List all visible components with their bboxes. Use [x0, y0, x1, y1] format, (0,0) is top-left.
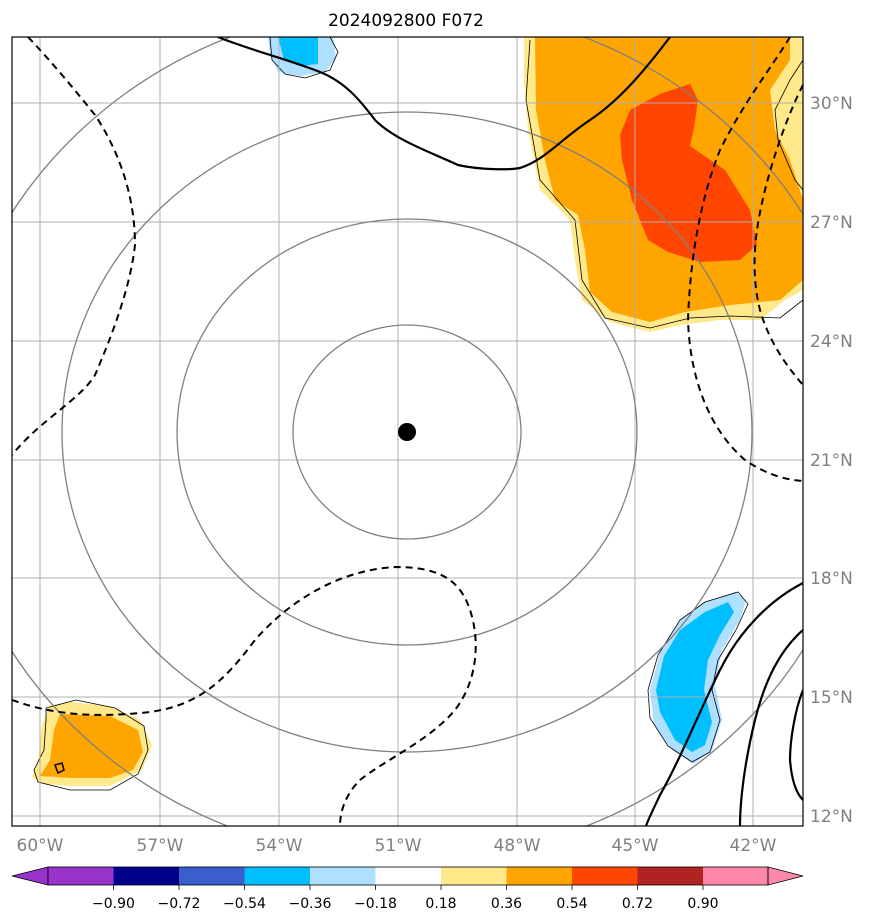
- lon-tick: 45°W: [612, 836, 659, 856]
- colorbar-segment: [113, 867, 179, 885]
- solid-contour-se3: [788, 689, 803, 801]
- dashed-contours: [12, 37, 803, 826]
- colorbar-segment: [637, 867, 703, 885]
- colorbar-segment: [506, 867, 572, 885]
- plot-area: [12, 37, 803, 826]
- colorbar-label: −0.72: [158, 896, 201, 912]
- range-ring-2: [176, 218, 638, 646]
- lon-tick-labels: 60°W 57°W 54°W 51°W 48°W 45°W 42°W: [17, 836, 777, 856]
- solid-contour-sw-small: [54, 762, 65, 775]
- colorbar-label: 0.36: [491, 896, 522, 912]
- solid-contours: [54, 37, 803, 826]
- solid-contour-se2: [738, 629, 803, 826]
- top-neg-anomaly-blue: [278, 37, 318, 66]
- colorbar-label: 0.72: [622, 896, 653, 912]
- lon-tick: 54°W: [256, 836, 303, 856]
- lon-tick: 48°W: [494, 836, 541, 856]
- solid-contour-north: [217, 37, 671, 171]
- range-ring-1: [292, 324, 522, 540]
- colorbar-arrow-right: [767, 866, 804, 886]
- lat-tick: 18°N: [810, 569, 853, 589]
- shaded-field: [32, 37, 803, 786]
- colorbar-label: −0.36: [289, 896, 332, 912]
- lat-tick: 15°N: [810, 688, 853, 708]
- colorbar-segment: [703, 867, 768, 885]
- colorbar-label: −0.54: [223, 896, 266, 912]
- lon-tick: 42°W: [730, 836, 777, 856]
- colorbar-segment: [48, 867, 114, 885]
- se-neg-anomaly-blue: [656, 602, 734, 752]
- storm-center-marker: [398, 423, 416, 441]
- lat-tick: 27°N: [810, 213, 853, 233]
- colorbar-label: 0.90: [687, 896, 718, 912]
- dashed-contour-east2: [753, 84, 803, 386]
- colorbar-segment: [179, 867, 245, 885]
- colorbar-label: 0.18: [425, 896, 456, 912]
- colorbar: −0.90 −0.72 −0.54 −0.36 −0.18 0.18 0.36 …: [11, 866, 804, 912]
- dashed-contour-west: [12, 37, 137, 456]
- colorbar-arrow-left: [11, 866, 49, 886]
- range-ring-3: [61, 111, 753, 753]
- solid-contour-se1: [644, 582, 803, 826]
- colorbar-segment: [310, 867, 376, 885]
- anomaly-outlines: [33, 37, 803, 791]
- colorbar-segment: [572, 867, 638, 885]
- ne-anomaly-red: [620, 84, 757, 262]
- colorbar-label: −0.18: [354, 896, 397, 912]
- lat-tick: 24°N: [810, 332, 853, 352]
- lon-tick: 60°W: [17, 836, 64, 856]
- lat-tick-labels: 12°N 15°N 18°N 21°N 24°N 27°N 30°N: [810, 94, 853, 827]
- colorbar-segment: [375, 867, 441, 885]
- lat-tick: 12°N: [810, 807, 853, 827]
- colorbar-ticks: [113, 885, 704, 890]
- sw-anomaly-orange: [40, 714, 143, 778]
- colorbar-segment: [244, 867, 310, 885]
- colorbar-frame: [47, 866, 769, 886]
- lon-tick: 57°W: [137, 836, 184, 856]
- range-rings: [12, 37, 803, 826]
- colorbar-label: −0.90: [92, 896, 135, 912]
- dashed-contour-east1: [686, 37, 803, 482]
- colorbar-segment: [441, 867, 507, 885]
- plot-frame: [11, 36, 804, 827]
- colorbar-label: 0.54: [556, 896, 587, 912]
- lat-tick: 30°N: [810, 94, 853, 114]
- lat-tick: 21°N: [810, 451, 853, 471]
- map-title: 2024092800 F072: [328, 11, 484, 31]
- lon-tick: 51°W: [375, 836, 422, 856]
